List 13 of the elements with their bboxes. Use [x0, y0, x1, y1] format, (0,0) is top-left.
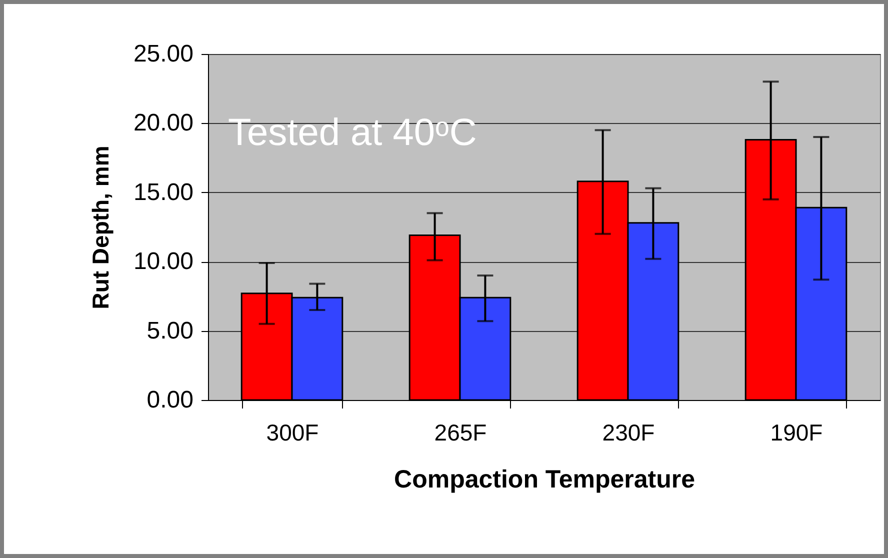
x-tick-label: 190F: [770, 420, 823, 446]
y-tick-label: 10.00: [133, 248, 194, 276]
y-tick-label: 25.00: [133, 40, 194, 68]
y-tick-label: 15.00: [133, 178, 194, 206]
y-axis-title: Rut Depth, mm: [87, 146, 114, 310]
x-tick-label: 265F: [434, 420, 487, 446]
annotation: Tested at 40ᵒC: [228, 112, 477, 154]
x-tick-label: 230F: [602, 420, 655, 446]
y-tick-label: 0.00: [146, 386, 194, 414]
x-axis-title: Compaction Temperature: [394, 466, 696, 494]
x-tick-label: 300F: [266, 420, 319, 446]
y-tick-label: 5.00: [146, 317, 194, 344]
y-tick-label: 20.00: [133, 110, 194, 137]
